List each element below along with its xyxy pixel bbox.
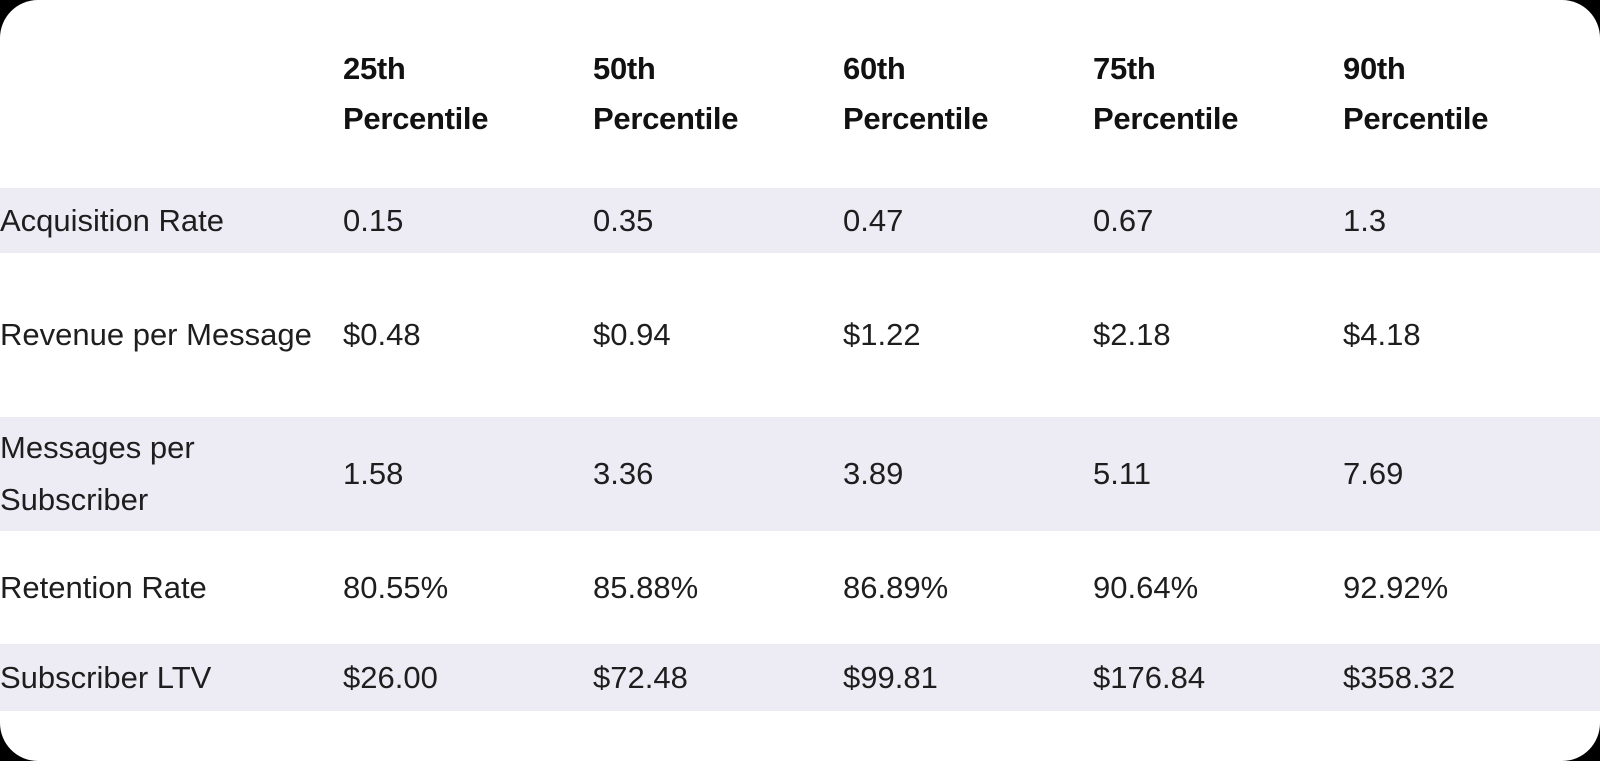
- column-header-line1: 90th: [1343, 51, 1406, 86]
- cell-value: $2.18: [1093, 317, 1171, 352]
- cell-value: $26.00: [343, 659, 438, 695]
- cell-value: 7.69: [1343, 456, 1404, 491]
- cell-value: 85.88%: [593, 569, 699, 605]
- cell-value: 3.36: [593, 456, 654, 491]
- cell-value: $4.18: [1343, 317, 1421, 352]
- row-label: Subscriber LTV: [0, 659, 212, 695]
- cell-value: 92.92%: [1343, 569, 1449, 605]
- percentile-metrics-table: 25th Percentile 50th Percentile 60th Per…: [0, 0, 1600, 711]
- cell-value: $176.84: [1093, 659, 1206, 695]
- row-label: Retention Rate: [0, 569, 207, 605]
- column-header-line1: 50th: [593, 51, 656, 86]
- table-header: 25th Percentile 50th Percentile 60th Per…: [0, 0, 1600, 188]
- row-label: Messages per Subscriber: [0, 430, 195, 517]
- cell-value: 1.58: [343, 456, 404, 491]
- cell-value: 0.67: [1093, 202, 1154, 238]
- cell-value: $72.48: [593, 659, 688, 695]
- column-header-line2: Percentile: [843, 101, 989, 136]
- column-header-line1: 60th: [843, 51, 906, 86]
- column-header-line2: Percentile: [1343, 101, 1489, 136]
- table-row-subscriber-ltv: Subscriber LTV $26.00 $72.48 $99.81 $176…: [0, 644, 1600, 711]
- column-header-25th: 25th Percentile: [343, 0, 593, 188]
- cell-value: $358.32: [1343, 659, 1456, 695]
- cell-value: $1.22: [843, 317, 921, 352]
- cell-value: 3.89: [843, 456, 904, 491]
- table-row-acquisition-rate: Acquisition Rate 0.15 0.35 0.47 0.67 1.3: [0, 188, 1600, 253]
- cell-value: $0.94: [593, 317, 671, 352]
- cell-value: $0.48: [343, 317, 421, 352]
- column-header-line2: Percentile: [1093, 101, 1239, 136]
- column-header-90th: 90th Percentile: [1343, 0, 1600, 188]
- table-header-row: 25th Percentile 50th Percentile 60th Per…: [0, 0, 1600, 188]
- column-header-line1: 75th: [1093, 51, 1156, 86]
- column-header-line2: Percentile: [343, 101, 489, 136]
- cell-value: 5.11: [1093, 456, 1152, 491]
- column-header-50th: 50th Percentile: [593, 0, 843, 188]
- corner-header-cell: [0, 0, 343, 188]
- table-row-revenue-per-message: Revenue per Message $0.48 $0.94 $1.22 $2…: [0, 253, 1600, 417]
- cell-value: 0.15: [343, 202, 404, 238]
- column-header-line2: Percentile: [593, 101, 739, 136]
- table-row-retention-rate: Retention Rate 80.55% 85.88% 86.89% 90.6…: [0, 531, 1600, 644]
- cell-value: 86.89%: [843, 569, 949, 605]
- table-row-messages-per-subscriber: Messages per Subscriber 1.58 3.36 3.89 5…: [0, 417, 1600, 531]
- column-header-60th: 60th Percentile: [843, 0, 1093, 188]
- cell-value: 0.47: [843, 202, 904, 238]
- column-header-75th: 75th Percentile: [1093, 0, 1343, 188]
- table-body: Acquisition Rate 0.15 0.35 0.47 0.67 1.3…: [0, 188, 1600, 711]
- row-label: Revenue per Message: [0, 317, 312, 352]
- cell-value: 1.3: [1343, 202, 1387, 238]
- cell-value: 90.64%: [1093, 569, 1199, 605]
- cell-value: $99.81: [843, 659, 938, 695]
- cell-value: 80.55%: [343, 569, 449, 605]
- cell-value: 0.35: [593, 202, 654, 238]
- row-label: Acquisition Rate: [0, 202, 225, 238]
- column-header-line1: 25th: [343, 51, 406, 86]
